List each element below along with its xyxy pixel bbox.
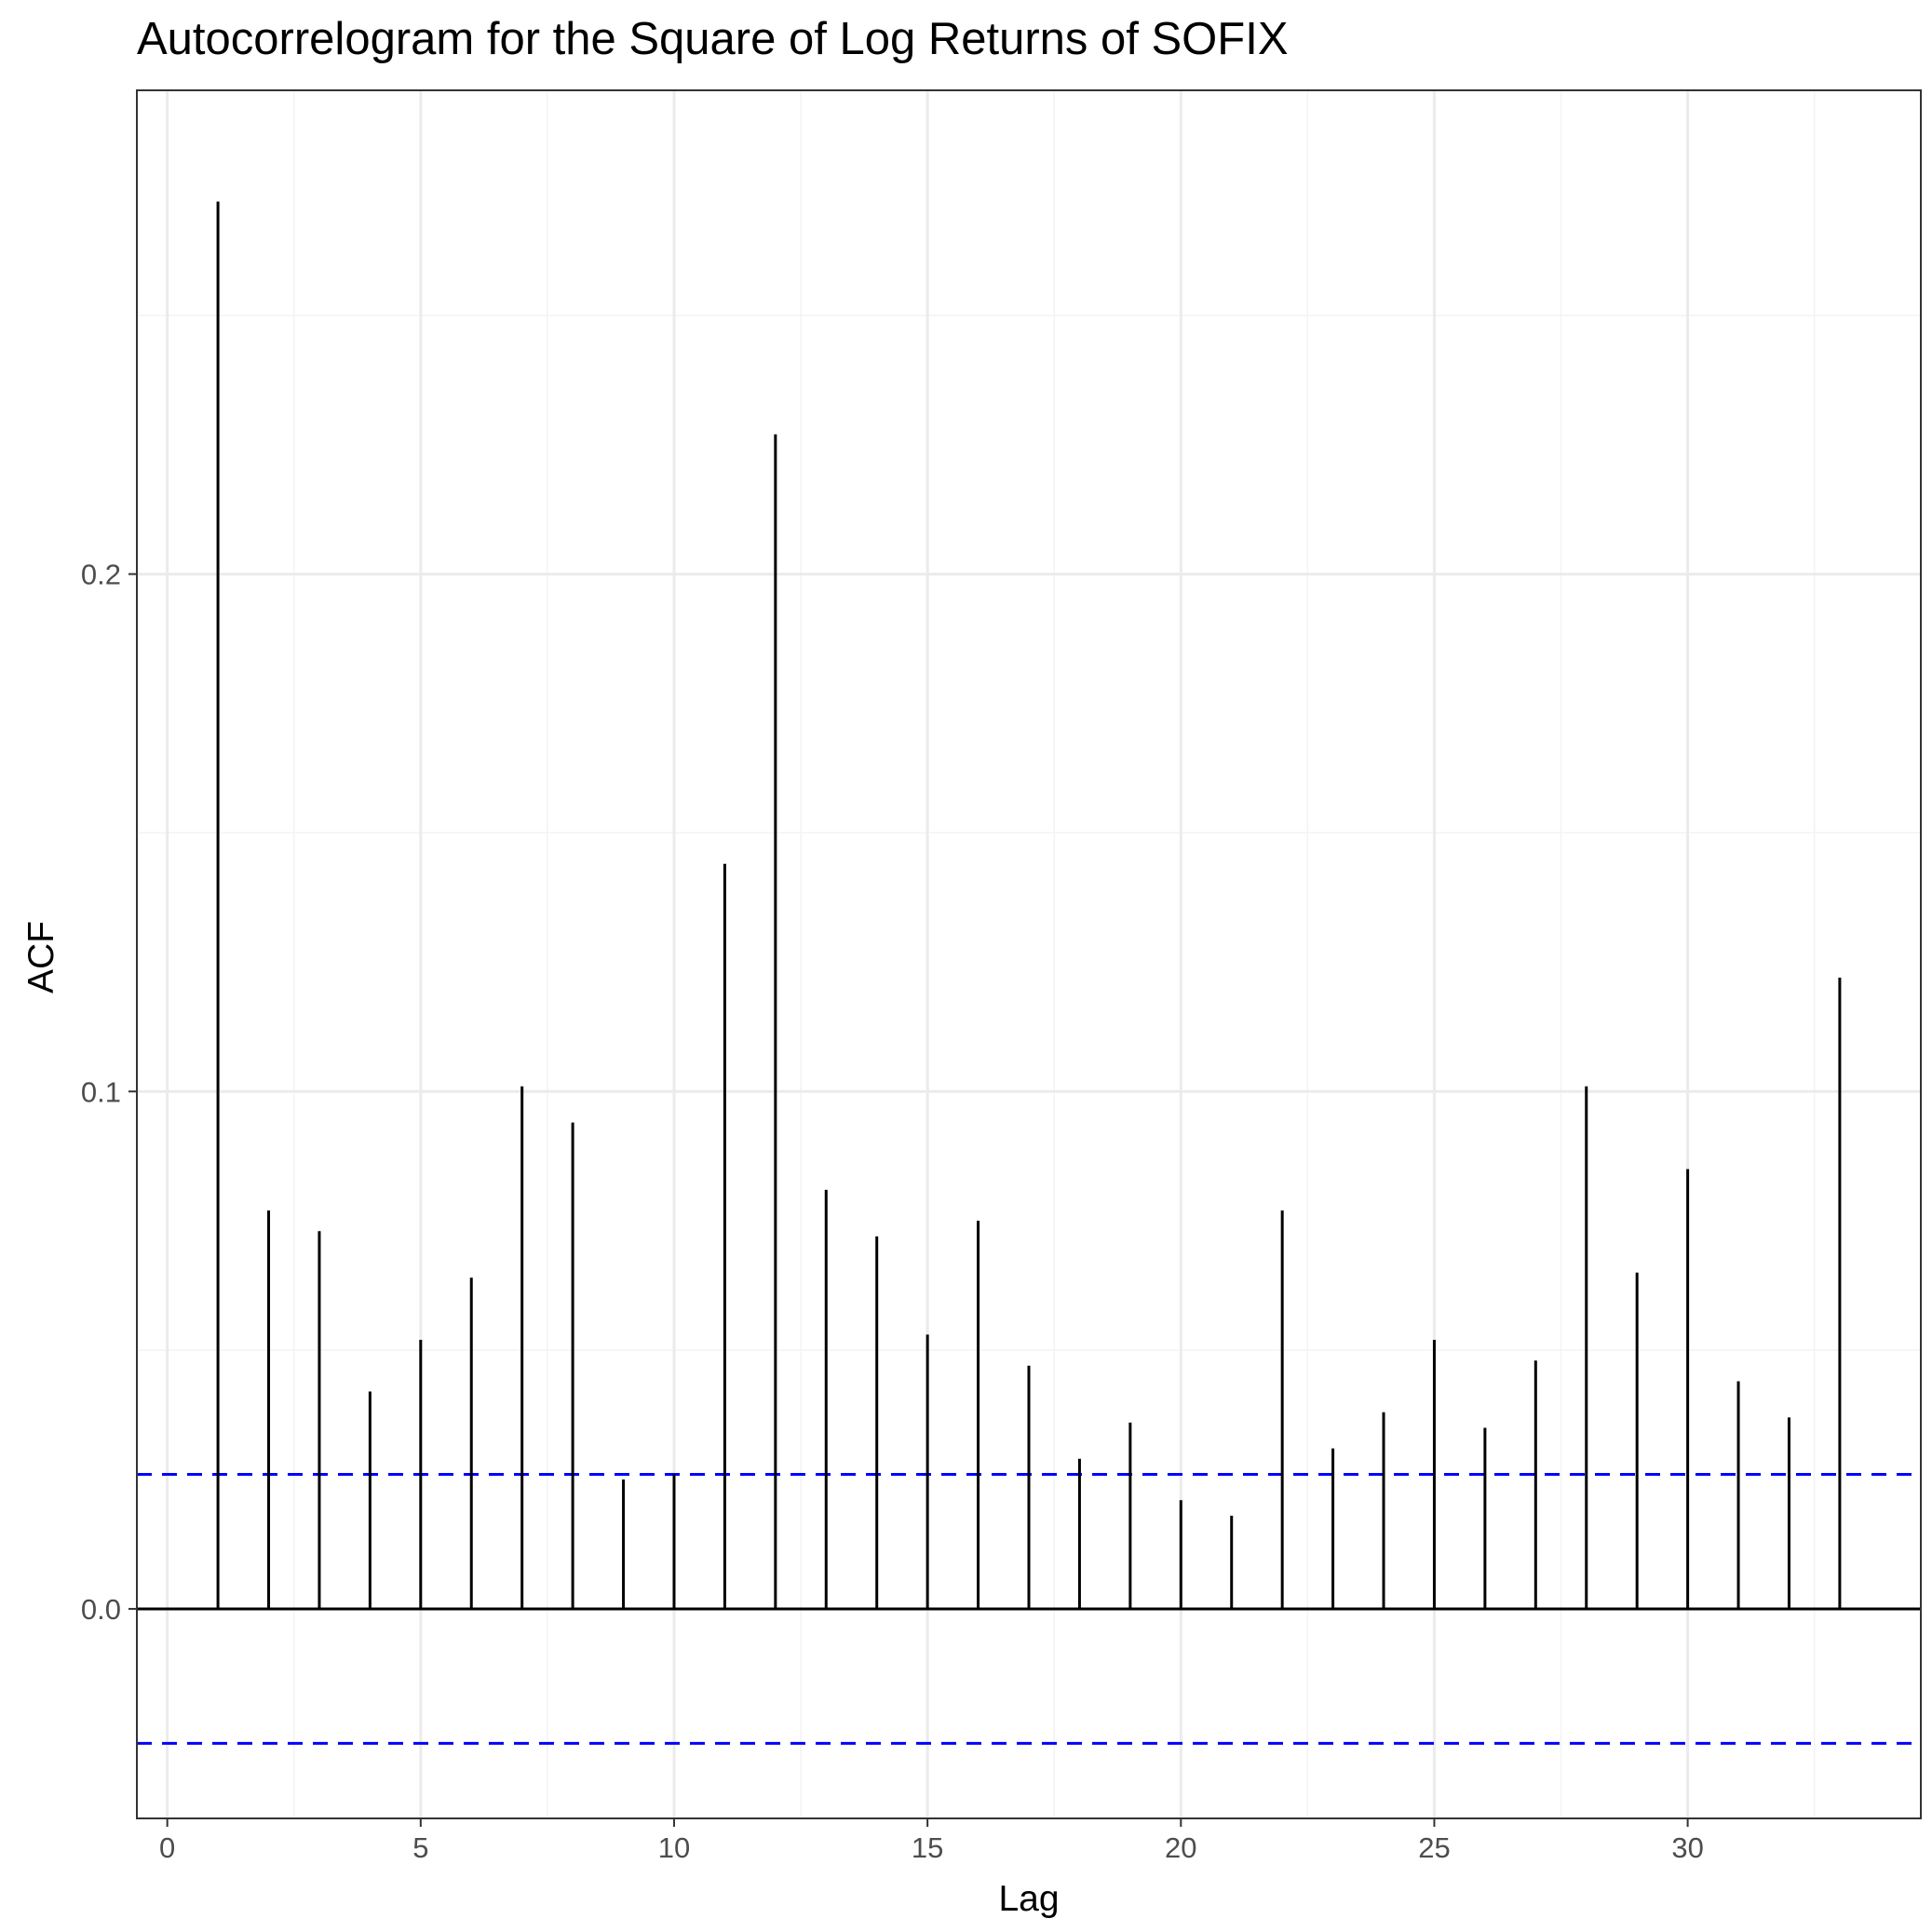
x-axis-title: Lag [998, 1879, 1059, 1919]
x-tick-label-3: 15 [912, 1831, 943, 1864]
x-tick-label-4: 20 [1165, 1831, 1196, 1864]
y-tick-label-0: 0.0 [81, 1593, 121, 1626]
y-tick-label-2: 0.2 [81, 559, 121, 591]
x-tick-label-2: 10 [658, 1831, 690, 1864]
x-tick-label-6: 30 [1671, 1831, 1703, 1864]
x-axis-ticks: 0 5 10 15 20 25 30 [159, 1818, 1704, 1864]
y-tick-label-1: 0.1 [81, 1075, 121, 1108]
chart-title: Autocorrelogram for the Square of Log Re… [137, 14, 1289, 64]
y-axis-title: ACF [21, 921, 61, 993]
x-tick-label-1: 5 [412, 1831, 428, 1864]
x-tick-label-5: 25 [1418, 1831, 1450, 1864]
acf-bars [216, 201, 1842, 1609]
panel-border [136, 89, 1922, 1819]
x-tick-label-0: 0 [159, 1831, 175, 1864]
y-axis-ticks: 0.0 0.1 0.2 [81, 559, 137, 1626]
